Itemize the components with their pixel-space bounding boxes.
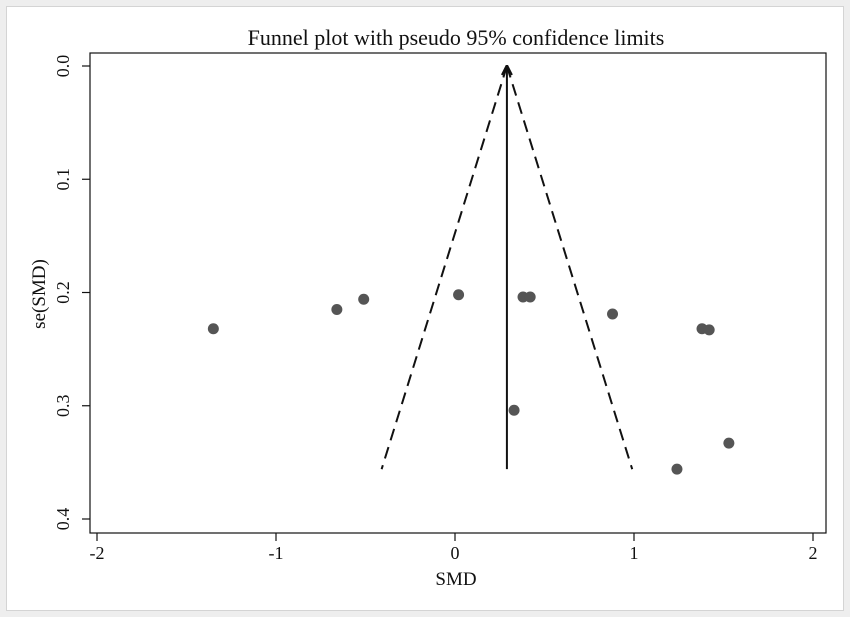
axes: -2 -1 0 1 2 0.0 0.1 0.2 0.3 0.4 [53,55,818,563]
chart-title: Funnel plot with pseudo 95% confidence l… [248,25,665,50]
data-point [508,404,520,416]
y-tick-label: 0.2 [53,281,73,304]
data-point [607,308,619,320]
y-tick-label: 0.0 [53,55,73,78]
chart-panel: Funnel plot with pseudo 95% confidence l… [6,6,844,611]
data-point [671,463,683,475]
data-point [723,437,735,449]
data-point [331,303,343,315]
data-point [207,323,219,335]
funnel-plot: Funnel plot with pseudo 95% confidence l… [29,25,827,590]
x-tick-label: -1 [269,543,284,563]
data-point [358,293,370,305]
data-point [703,324,715,336]
funnel-lines [380,65,634,470]
x-axis-label: SMD [435,569,476,590]
data-points [207,289,735,475]
x-tick-label: 0 [451,543,460,563]
funnel-right-limit [505,65,634,470]
y-tick-label: 0.1 [53,168,73,191]
data-point [453,289,465,301]
data-point [524,291,536,303]
y-axis-label: se(SMD) [29,259,50,329]
x-tick-label: -2 [90,543,105,563]
funnel-left-limit [380,65,508,470]
y-tick-label: 0.3 [53,395,73,418]
y-tick-label: 0.4 [53,508,73,531]
x-tick-label: 1 [630,543,639,563]
x-tick-label: 2 [809,543,818,563]
